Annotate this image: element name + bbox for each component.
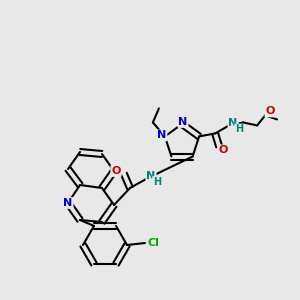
Text: O: O [111,166,121,176]
Text: O: O [266,106,275,116]
Text: N: N [157,130,167,140]
Text: N: N [146,171,156,181]
Text: N: N [178,117,188,127]
Text: H: H [153,177,161,187]
Text: H: H [235,124,243,134]
Text: O: O [218,146,228,155]
Text: N: N [63,198,73,208]
Text: N: N [229,118,238,128]
Text: Cl: Cl [147,238,159,248]
